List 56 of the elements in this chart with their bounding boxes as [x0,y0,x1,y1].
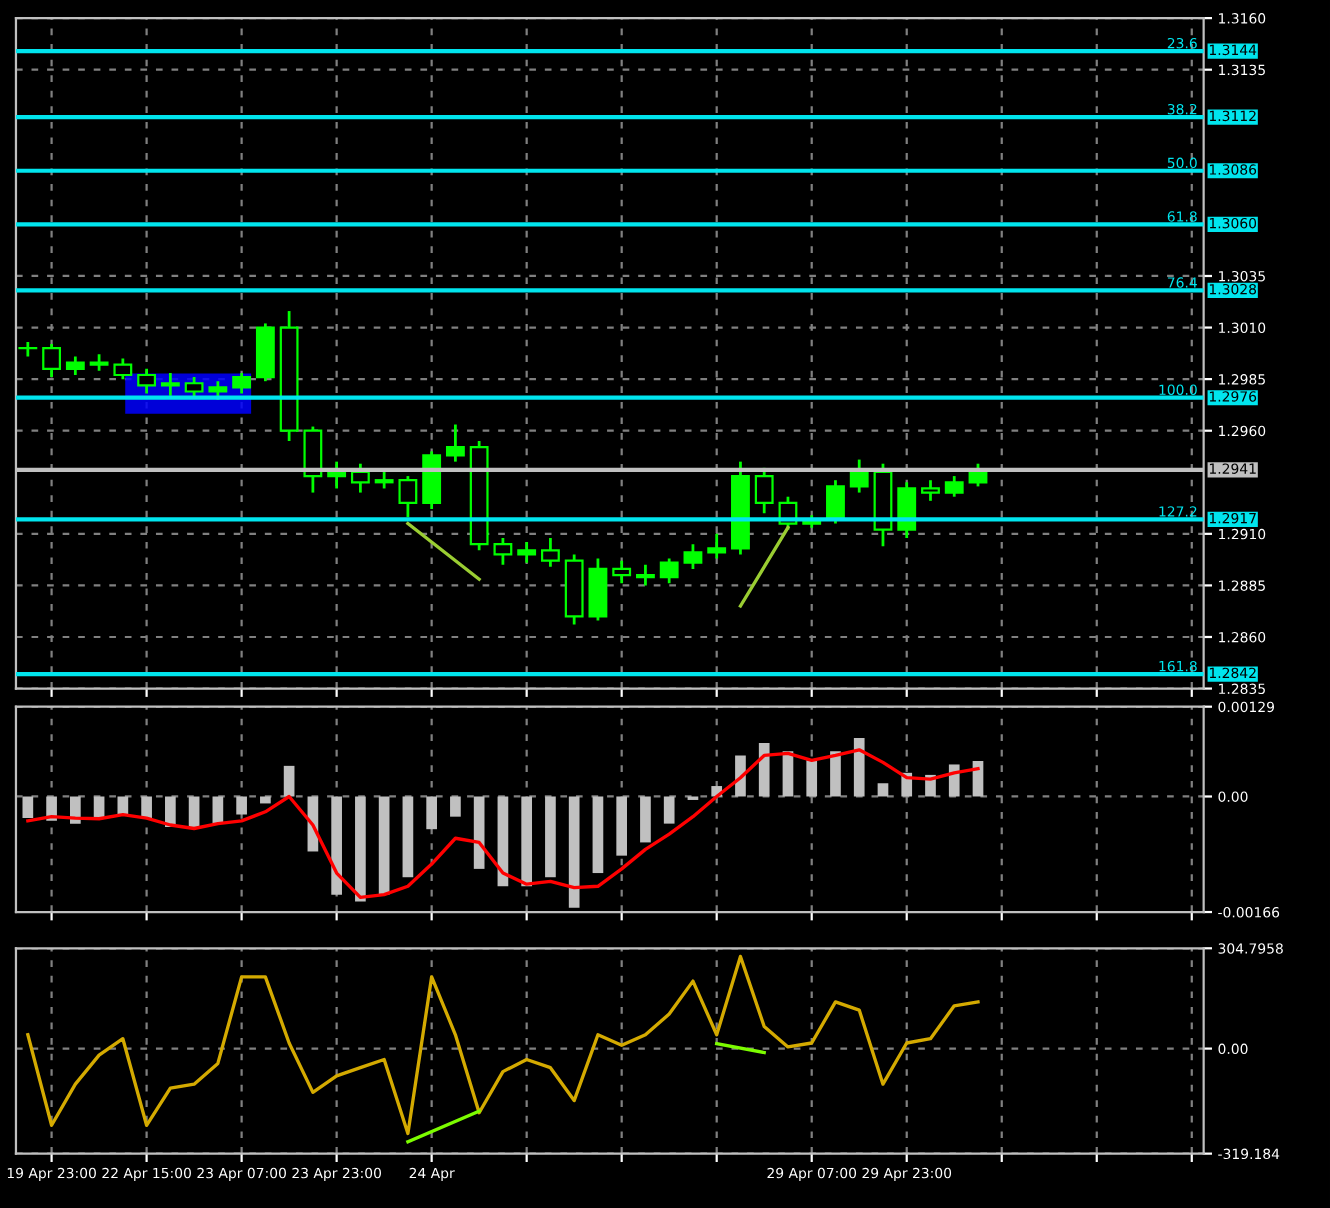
bar [141,796,152,819]
candlestick [42,342,62,379]
candlestick [445,423,465,464]
candlestick [422,449,442,511]
bar [663,796,675,824]
candlestick [707,532,727,560]
bar [93,796,105,819]
bar [853,738,865,797]
bar [545,796,556,878]
bar [426,796,437,830]
bar [283,765,295,797]
candlestick [65,355,85,377]
candlestick [541,536,560,569]
candlestick [897,480,917,540]
bar [212,796,224,824]
bar [402,796,414,878]
bar [450,796,461,817]
candlestick [350,462,370,494]
bar [806,760,818,797]
bar [260,796,271,804]
bar [592,796,604,874]
candlestick [588,557,608,622]
bar [616,796,628,856]
candlestick [517,540,537,565]
candlestick [137,367,157,395]
candlestick [398,474,418,519]
candlestick [18,340,38,358]
candlestick [374,468,394,490]
candlestick [113,357,133,381]
bar [473,796,485,869]
candlestick [754,466,774,515]
candlestick [683,542,703,571]
line-series [26,954,980,1136]
bar [378,796,390,895]
bar [830,751,841,797]
bar [22,796,34,819]
candlestick [160,371,180,398]
candlestick [921,478,940,503]
bar [877,783,889,797]
bar [640,796,651,843]
candlestick [612,559,632,585]
candlestick [826,478,845,525]
candlestick [849,458,869,494]
bar [236,796,247,815]
bar [758,742,770,797]
candlestick [944,474,964,499]
bar [355,796,366,902]
candlestick [636,563,655,587]
candlestick [303,425,323,494]
bar [331,796,342,895]
line-series [26,748,980,900]
candlestick [493,536,513,567]
candlestick [232,371,252,395]
candlestick [659,557,679,585]
candlestick [184,375,204,400]
bar [521,796,533,887]
